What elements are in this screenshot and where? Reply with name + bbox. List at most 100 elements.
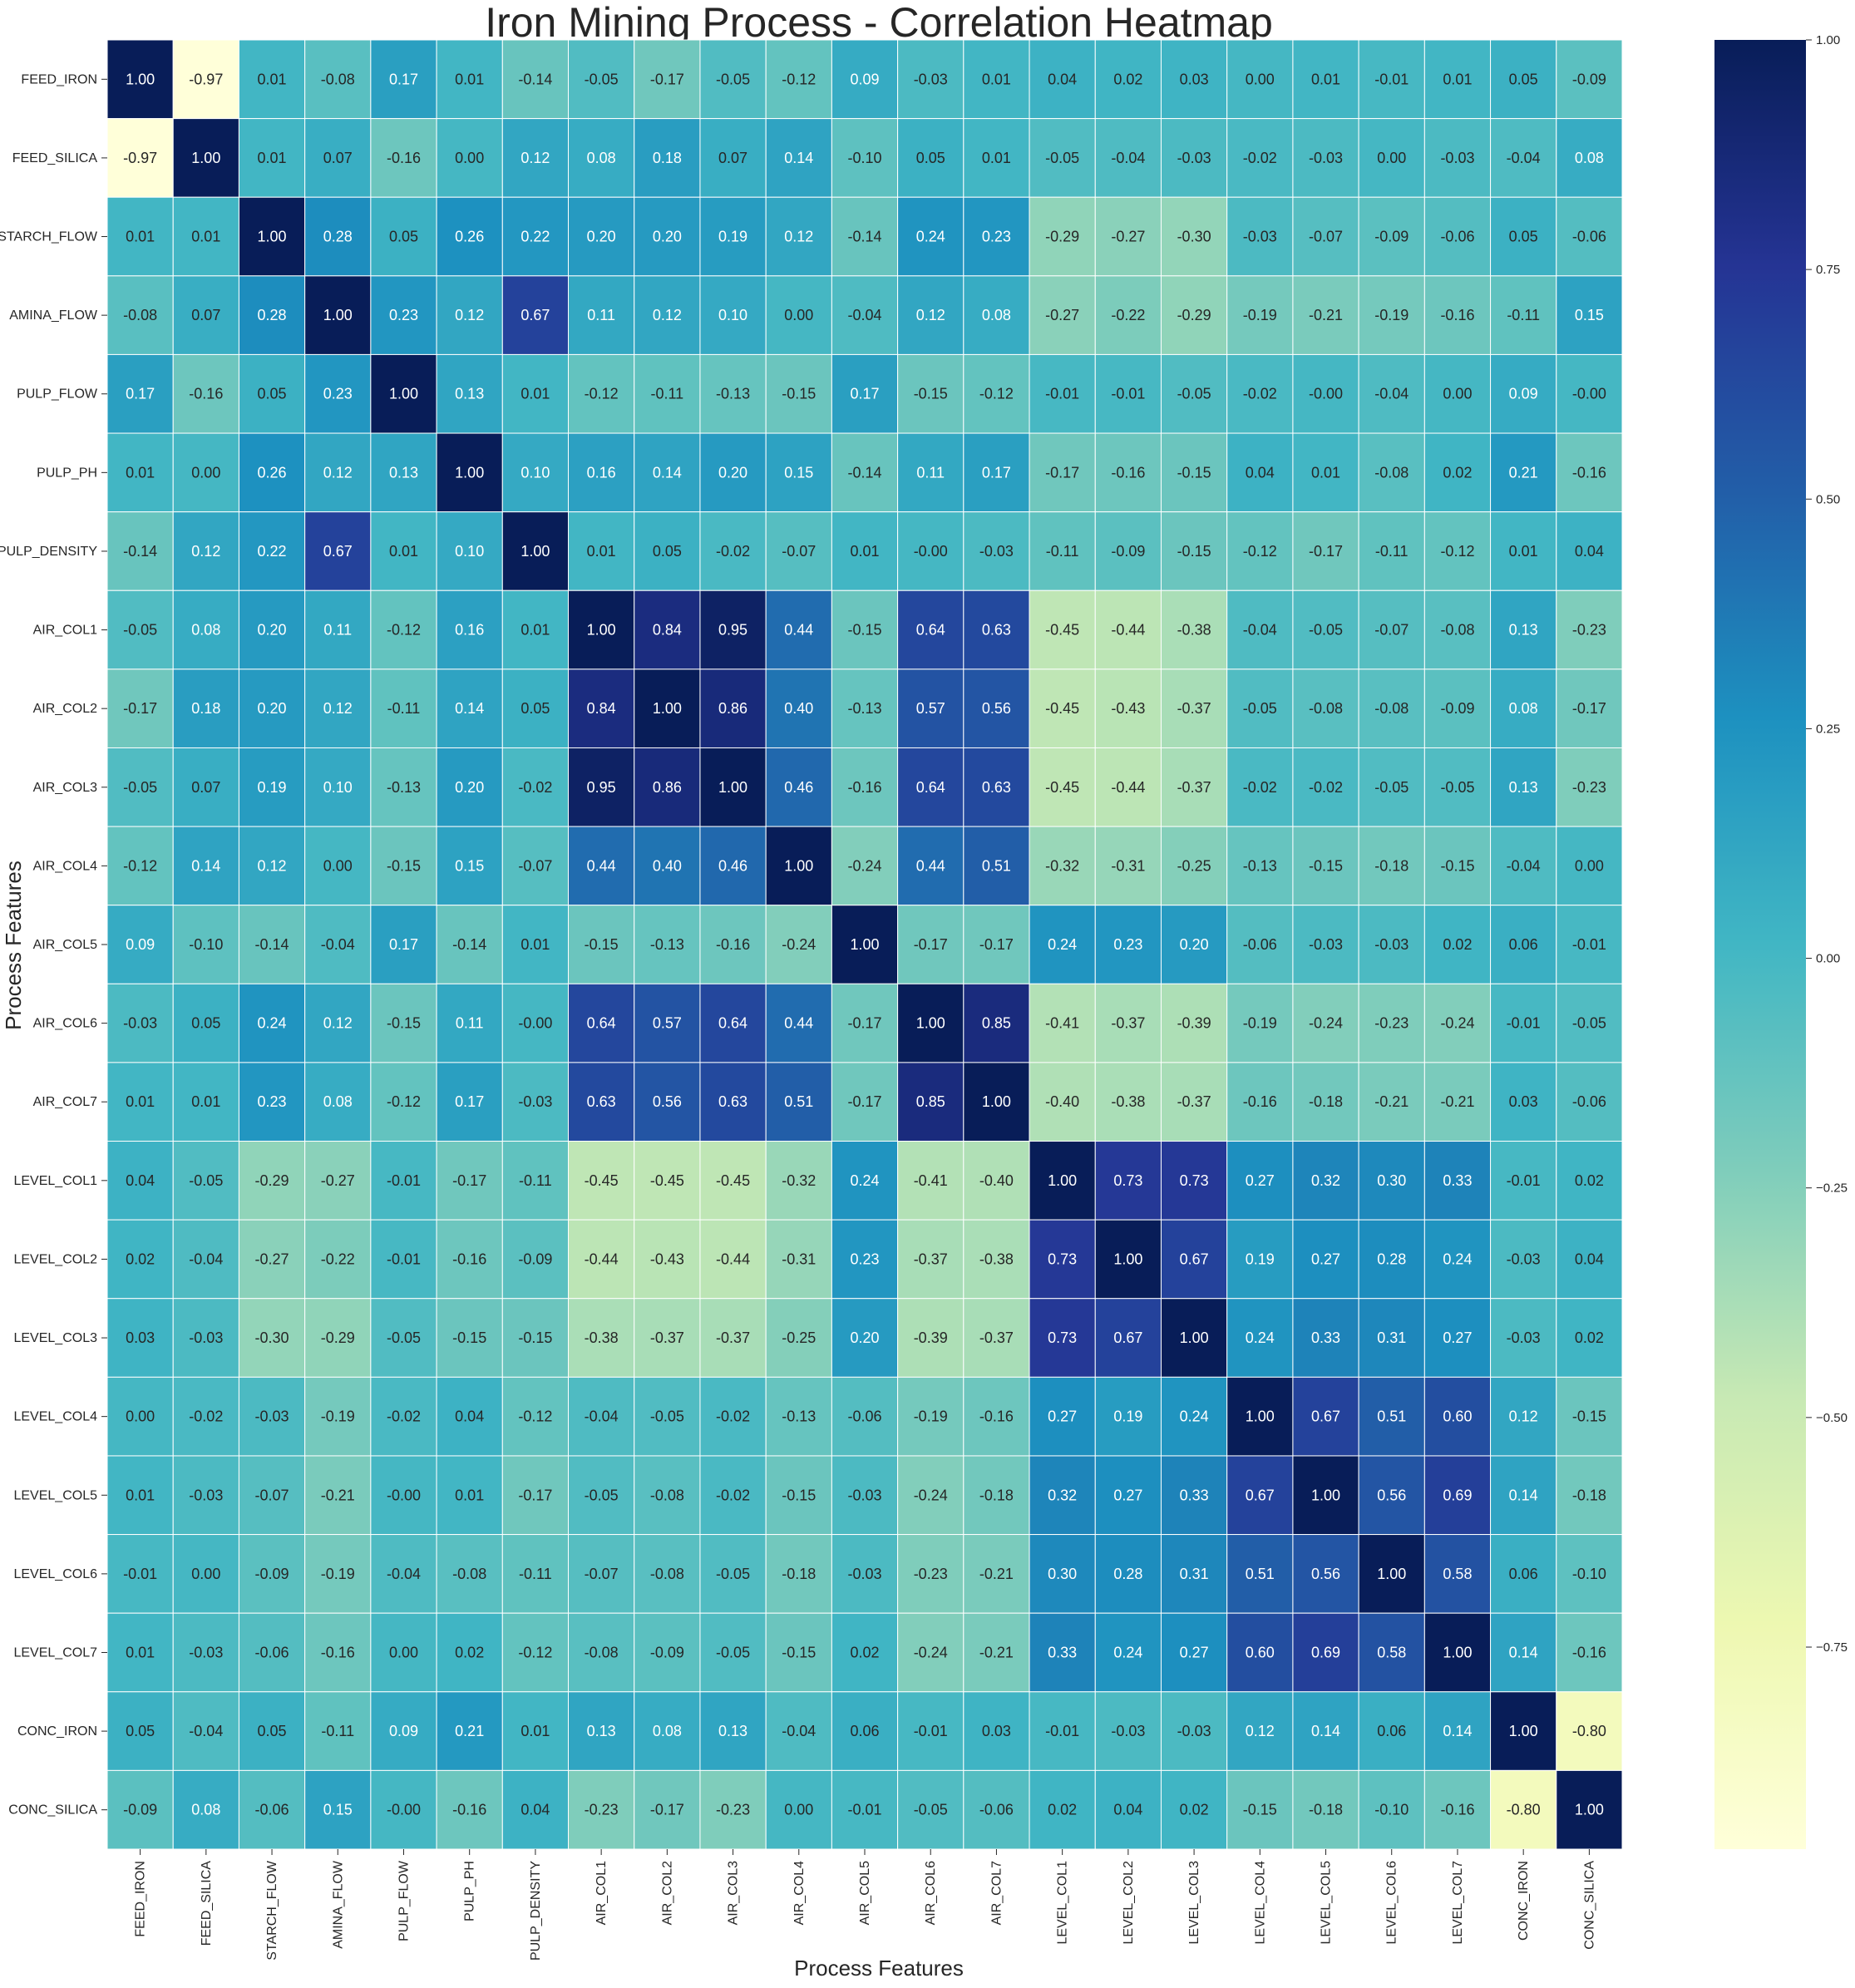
cell-value-label: -0.06	[1572, 229, 1606, 245]
heatmap-cell	[765, 196, 832, 277]
cell-value-label: -0.08	[321, 71, 355, 87]
cell-value-label: 1.00	[455, 464, 484, 481]
x-tick-label: AIR_COL5	[858, 1861, 872, 1925]
heatmap-cell	[1490, 39, 1557, 120]
cell-value-label: -0.05	[1045, 150, 1079, 166]
heatmap-cell	[765, 905, 832, 984]
heatmap-cell	[765, 747, 832, 827]
heatmap-cell	[1226, 275, 1294, 355]
cell-value-label: -0.15	[1572, 1408, 1606, 1425]
heatmap-cell	[304, 1141, 372, 1221]
cell-value-label: -0.03	[189, 1487, 223, 1503]
y-tick-label: PULP_PH	[37, 466, 97, 480]
cell-value-label: 0.51	[1377, 1408, 1406, 1425]
heatmap-cell	[304, 1376, 372, 1457]
cell-value-label: -0.23	[1572, 622, 1606, 639]
heatmap-cell	[1556, 1298, 1623, 1378]
heatmap-cell	[1292, 1298, 1359, 1378]
heatmap-cell	[1423, 1298, 1492, 1378]
x-tick-label: PULP_PH	[463, 1861, 477, 1921]
heatmap-cell	[1358, 511, 1425, 591]
cell-value-label: -0.14	[255, 936, 289, 953]
heatmap-cell	[172, 826, 239, 906]
cell-value-label: 0.03	[1509, 1093, 1538, 1110]
cell-value-label: -0.16	[189, 386, 223, 402]
cell-value-label: -0.01	[1045, 1723, 1079, 1739]
cell-value-label: 0.00	[191, 464, 220, 481]
heatmap-cell	[1556, 983, 1623, 1063]
x-tick-label: AIR_COL2	[660, 1861, 674, 1925]
cell-value-label: -0.45	[1045, 622, 1079, 639]
colorbar-tick-label: 1.00	[1816, 33, 1840, 47]
cell-value-label: 0.01	[258, 150, 287, 166]
cell-value-label: -0.16	[452, 1251, 486, 1267]
heatmap-cell	[1358, 196, 1425, 277]
cell-value-label: -0.16	[321, 1644, 355, 1660]
cell-value-label: -0.05	[716, 71, 750, 87]
cell-value-label: -0.18	[782, 1566, 816, 1582]
cell-value-label: -0.05	[123, 622, 157, 639]
cell-value-label: 0.85	[982, 1015, 1011, 1032]
cell-value-label: -0.02	[1243, 150, 1277, 166]
cell-value-label: -0.03	[1177, 1723, 1211, 1739]
cell-value-label: -0.39	[914, 1329, 948, 1346]
colorbar-gradient	[1714, 40, 1806, 1849]
heatmap-cell	[1556, 747, 1623, 827]
heatmap-cell	[304, 747, 372, 827]
cell-value-label: -0.17	[518, 1487, 552, 1503]
cell-value-label: 0.86	[718, 700, 747, 717]
cell-value-label: -0.37	[1177, 779, 1211, 796]
cell-value-label: -0.04	[1507, 857, 1541, 874]
cell-value-label: -0.03	[1440, 150, 1474, 166]
cell-value-label: -0.04	[1374, 386, 1409, 402]
heatmap-cell	[568, 353, 635, 434]
heatmap-cell	[1556, 1769, 1623, 1850]
heatmap-cell	[1226, 1141, 1294, 1221]
cell-value-label: -0.97	[189, 71, 223, 87]
cell-value-label: -0.38	[1111, 1093, 1145, 1110]
heatmap-cell	[304, 1455, 372, 1536]
cell-value-label: -0.19	[321, 1408, 355, 1425]
heatmap-cell	[304, 511, 372, 591]
cell-value-label: 0.12	[455, 307, 484, 323]
cell-value-label: 0.67	[1311, 1408, 1340, 1425]
heatmap-cell	[765, 1376, 832, 1457]
heatmap-cell	[106, 432, 174, 513]
cell-value-label: -0.04	[1243, 622, 1277, 639]
heatmap-cell	[172, 1691, 239, 1771]
heatmap-cell	[1029, 1691, 1096, 1771]
heatmap-cell	[1094, 1691, 1162, 1771]
heatmap-cell	[765, 589, 832, 670]
cell-value-label: 0.24	[850, 1172, 879, 1189]
heatmap-cell	[370, 1141, 437, 1221]
heatmap-cell	[1490, 668, 1557, 748]
heatmap-cell	[304, 668, 372, 748]
cell-value-label: -0.37	[716, 1329, 750, 1346]
heatmap-cell	[172, 39, 239, 120]
heatmap-cell	[501, 826, 570, 906]
heatmap-cell	[1160, 39, 1228, 120]
heatmap-cell	[436, 1141, 503, 1221]
heatmap-cell	[172, 353, 239, 434]
y-tick-label: AIR_COL7	[33, 1095, 97, 1109]
cell-value-label: -0.15	[387, 857, 421, 874]
cell-value-label: -0.16	[847, 779, 881, 796]
heatmap-cell	[1226, 747, 1294, 827]
heatmap-cell	[568, 1534, 635, 1614]
heatmap-cell	[897, 1534, 965, 1614]
heatmap-cell	[1358, 39, 1425, 120]
heatmap-cell	[699, 196, 767, 277]
cell-value-label: -0.40	[1045, 1093, 1079, 1110]
cell-value-label: -0.12	[1243, 543, 1277, 560]
cell-value-label: 1.00	[258, 229, 287, 245]
cell-value-label: 0.56	[1311, 1566, 1340, 1582]
cell-value-label: -0.15	[782, 1487, 816, 1503]
cell-value-label: 0.28	[323, 229, 353, 245]
cell-value-label: -0.29	[321, 1329, 355, 1346]
cell-value-label: 0.44	[784, 622, 813, 639]
cell-value-label: -0.00	[1572, 386, 1606, 402]
heatmap-cell	[765, 353, 832, 434]
heatmap-cell	[831, 589, 899, 670]
heatmap-cell	[238, 668, 306, 748]
cell-value-label: -0.38	[585, 1329, 619, 1346]
